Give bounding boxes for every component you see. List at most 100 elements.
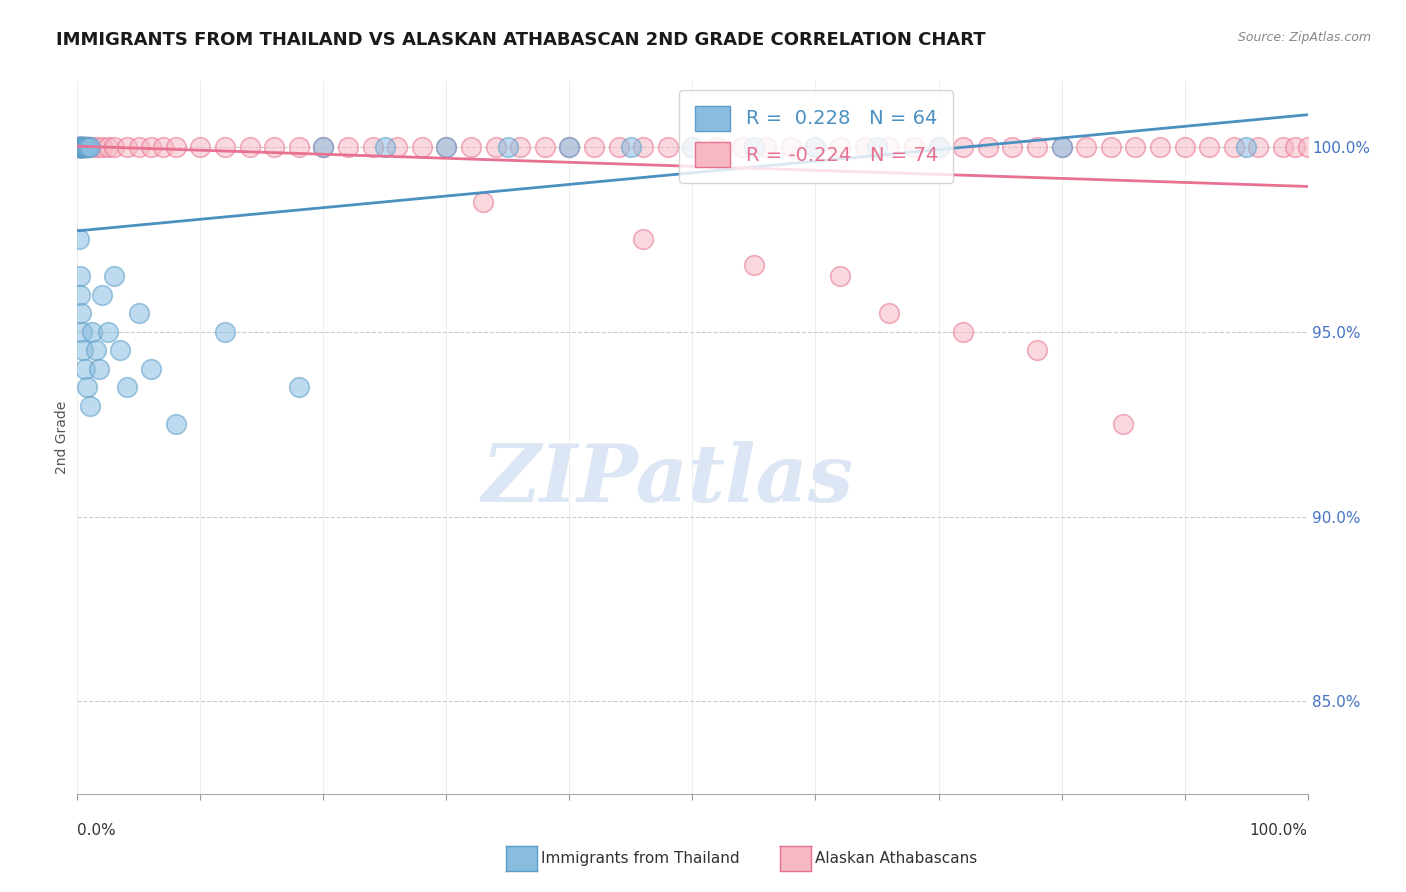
Point <box>1149 140 1171 154</box>
Point <box>706 140 728 154</box>
Point <box>75 140 97 154</box>
Point <box>1050 140 1073 154</box>
Point <box>436 140 458 154</box>
Point <box>141 361 163 376</box>
Point <box>731 140 754 154</box>
Point <box>128 306 150 320</box>
Point <box>90 140 114 154</box>
Point <box>188 140 212 154</box>
Point <box>69 140 91 154</box>
Point <box>70 140 93 154</box>
Point <box>73 140 96 154</box>
Point <box>67 140 90 154</box>
Point <box>866 140 889 154</box>
Point <box>903 140 925 154</box>
Point <box>1001 140 1024 154</box>
Point <box>1284 140 1306 154</box>
Point <box>72 140 94 154</box>
Point <box>853 140 876 154</box>
Point <box>1174 140 1197 154</box>
Point <box>73 140 96 154</box>
Point <box>1272 140 1295 154</box>
Point <box>830 140 852 154</box>
Point <box>82 325 104 339</box>
Y-axis label: 2nd Grade: 2nd Grade <box>55 401 69 474</box>
Point <box>411 140 433 154</box>
Point <box>1296 140 1319 154</box>
Point <box>374 140 396 154</box>
Point <box>1247 140 1270 154</box>
Point <box>84 140 107 154</box>
Point <box>141 140 163 154</box>
Point <box>89 361 111 376</box>
Point <box>72 140 94 154</box>
Point <box>1198 140 1220 154</box>
Point <box>1112 417 1135 431</box>
Point <box>90 287 114 301</box>
Point <box>67 140 90 154</box>
Point <box>214 325 236 339</box>
Point <box>1026 140 1049 154</box>
Point <box>952 140 974 154</box>
Point <box>534 140 557 154</box>
Point <box>460 140 482 154</box>
Text: Source: ZipAtlas.com: Source: ZipAtlas.com <box>1237 31 1371 45</box>
Point <box>69 287 91 301</box>
Point <box>682 140 704 154</box>
Point <box>361 140 384 154</box>
Point <box>1099 140 1122 154</box>
Point <box>804 140 827 154</box>
Point <box>239 140 262 154</box>
Point <box>75 140 97 154</box>
Point <box>110 343 132 358</box>
Point <box>72 140 94 154</box>
Point <box>69 140 91 154</box>
Text: Alaskan Athabascans: Alaskan Athabascans <box>815 851 977 865</box>
Point <box>558 140 581 154</box>
Text: 0.0%: 0.0% <box>77 823 117 838</box>
Point <box>69 140 91 154</box>
Point <box>952 325 974 339</box>
Legend: R =  0.228   N = 64, R = -0.224   N = 74: R = 0.228 N = 64, R = -0.224 N = 74 <box>679 90 953 183</box>
Point <box>152 140 174 154</box>
Point <box>70 140 93 154</box>
Point <box>633 140 655 154</box>
Point <box>115 140 138 154</box>
Text: IMMIGRANTS FROM THAILAND VS ALASKAN ATHABASCAN 2ND GRADE CORRELATION CHART: IMMIGRANTS FROM THAILAND VS ALASKAN ATHA… <box>56 31 986 49</box>
Point <box>472 195 495 210</box>
Point <box>75 140 97 154</box>
Point <box>263 140 285 154</box>
Point <box>76 140 98 154</box>
Point <box>337 140 360 154</box>
Point <box>70 325 93 339</box>
Point <box>69 140 91 154</box>
Point <box>67 140 90 154</box>
Point <box>485 140 508 154</box>
Point <box>103 140 125 154</box>
Point <box>620 140 643 154</box>
Point <box>70 140 93 154</box>
Point <box>1076 140 1098 154</box>
Point <box>97 140 120 154</box>
Point <box>67 140 90 154</box>
Point <box>73 140 96 154</box>
Text: Immigrants from Thailand: Immigrants from Thailand <box>541 851 740 865</box>
Point <box>977 140 1000 154</box>
Point <box>804 140 827 154</box>
Point <box>67 140 90 154</box>
Point <box>76 380 98 394</box>
Point <box>70 306 93 320</box>
Point <box>72 140 94 154</box>
Point <box>67 140 90 154</box>
Point <box>69 140 91 154</box>
Point <box>742 258 765 272</box>
Point <box>69 140 91 154</box>
Point <box>1223 140 1246 154</box>
Point <box>1125 140 1147 154</box>
Point <box>66 140 89 154</box>
Point <box>70 140 93 154</box>
Point <box>214 140 236 154</box>
Point <box>312 140 335 154</box>
Point <box>928 140 950 154</box>
Point <box>312 140 335 154</box>
